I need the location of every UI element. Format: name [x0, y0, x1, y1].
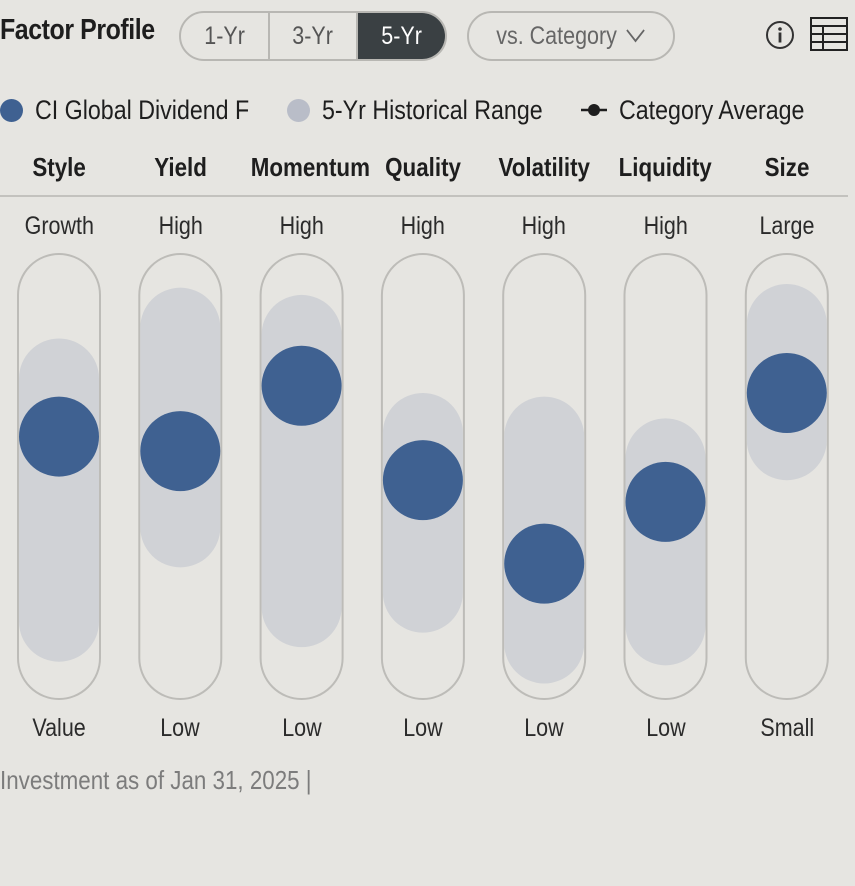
factor-low-label-liquidity: Low — [645, 714, 686, 742]
factor-header-volatility: Volatility — [498, 152, 590, 182]
investment-dot-volatility — [504, 523, 585, 604]
factor-high-label-size: Large — [759, 212, 815, 240]
info-icon[interactable] — [765, 20, 795, 50]
compare-dropdown-label: vs. Category — [496, 21, 617, 50]
factor-track-liquidity — [623, 253, 708, 700]
investment-dot-quality — [382, 440, 463, 521]
factor-low-label-volatility: Low — [524, 714, 564, 742]
tab-1-yr[interactable]: 1-Yr — [181, 13, 270, 59]
investment-dot-yield — [140, 411, 221, 492]
tab-5-yr[interactable]: 5-Yr — [358, 13, 445, 59]
chevron-down-icon — [626, 29, 645, 43]
tab-3-yr[interactable]: 3-Yr — [270, 13, 359, 59]
factor-low-label-size: Small — [759, 714, 814, 742]
factor-low-label-style: Value — [32, 714, 86, 742]
factor-track-momentum — [259, 253, 344, 700]
factor-header-liquidity: Liquidity — [618, 152, 713, 182]
factor-track-style — [17, 253, 101, 700]
factor-track-quality — [380, 253, 465, 700]
factor-high-label-volatility: High — [522, 212, 567, 240]
investment-dot-momentum — [261, 345, 342, 426]
factor-low-label-momentum: Low — [281, 714, 322, 742]
investment-dot-size — [746, 353, 827, 434]
factor-track-size — [744, 253, 829, 700]
legend-investment: CI Global Dividend F — [0, 93, 284, 127]
as-of-date: Investment as of Jan 31, 2025 | — [0, 765, 312, 795]
factor-high-label-yield: High — [158, 212, 203, 240]
category-average-marker-icon — [581, 104, 607, 116]
header-divider — [0, 195, 848, 197]
historical-range-style — [19, 338, 99, 662]
range-swatch — [287, 98, 310, 122]
factor-header-momentum: Momentum — [250, 152, 370, 182]
page-title: Factor Profile — [0, 14, 155, 46]
factor-high-label-liquidity: High — [643, 212, 688, 240]
factor-high-label-momentum: High — [279, 212, 324, 240]
factor-low-label-quality: Low — [403, 714, 443, 742]
factor-high-label-quality: High — [400, 212, 445, 240]
factor-high-label-style: Growth — [24, 212, 94, 240]
legend-historical-range: 5-Yr Historical Range — [287, 93, 579, 127]
factor-header-quality: Quality — [384, 152, 461, 182]
investment-swatch — [0, 98, 23, 122]
factor-track-volatility — [502, 253, 587, 700]
factor-header-style: Style — [32, 152, 86, 182]
period-selector: 1-Yr 3-Yr 5-Yr — [179, 11, 447, 61]
factor-header-yield: Yield — [153, 152, 207, 182]
legend-category-average: Category Average — [581, 93, 835, 127]
factor-header-size: Size — [764, 152, 810, 182]
compare-dropdown[interactable]: vs. Category — [467, 11, 675, 61]
table-view-icon[interactable] — [810, 17, 848, 51]
investment-dot-style — [19, 396, 99, 477]
factor-track-yield — [138, 253, 223, 700]
factor-low-label-yield: Low — [160, 714, 201, 742]
investment-dot-liquidity — [625, 461, 706, 542]
